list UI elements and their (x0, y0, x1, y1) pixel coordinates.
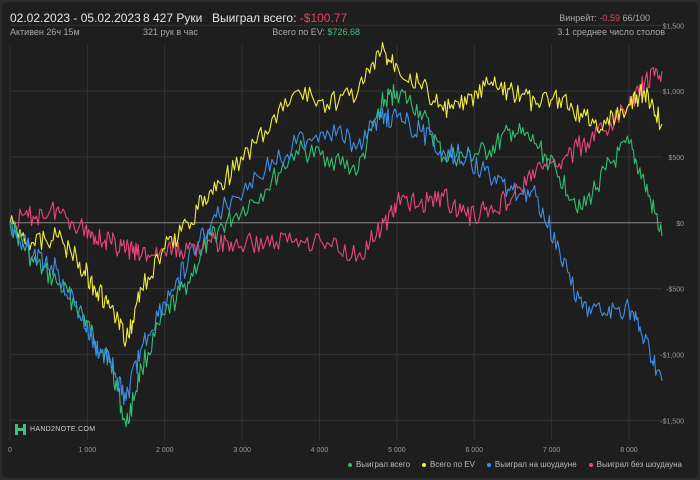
hand2note-logo-text: HAND2NOTE.COM (30, 426, 96, 433)
legend-item-showdown[interactable]: Выиграл на шоудауне (486, 460, 577, 469)
legend: Выиграл всего Всего по EV Выиграл на шоу… (347, 460, 682, 469)
legend-item-ev[interactable]: Всего по EV (422, 460, 475, 469)
legend-dot-ev (422, 462, 427, 467)
series-line-ev (9, 41, 663, 347)
won-total-label: Выиграл всего: (212, 11, 297, 25)
legend-dot-nonshowdown (588, 462, 593, 467)
hands-count: 8 427 Руки (143, 11, 203, 25)
x-tick-label: 0 (8, 447, 12, 454)
hand2note-logo-icon (15, 424, 26, 435)
winrate-value: -0.59 (599, 13, 620, 23)
grid-layer (9, 24, 662, 440)
legend-dot-won (347, 462, 352, 467)
legend-label-won: Выиграл всего (355, 460, 411, 469)
ev-total: Всего по EV: $726.68 (272, 27, 360, 37)
series-layer (9, 41, 663, 428)
hands-per-hour: 321 рук в час (143, 27, 198, 37)
y-tick-label: $1,500 (663, 23, 685, 30)
y-tick-label: $0 (676, 221, 684, 228)
y-tick-label: -$1,500 (660, 418, 684, 425)
series-line-showdown (9, 107, 663, 406)
x-tick-label: 7 000 (543, 447, 561, 454)
y-tick-label: $500 (668, 155, 684, 162)
y-tick-label: -$500 (666, 287, 684, 294)
ev-total-label: Всего по EV: (272, 27, 325, 37)
y-tick-label: $1,000 (663, 89, 685, 96)
tick-labels-layer: 0 1 000 2 000 3 000 4 000 5 000 6 000 7 000 8 00… (8, 23, 684, 454)
date-range: 02.02.2023 - 05.02.2023 (10, 11, 141, 25)
won-total-value: -$100.77 (299, 11, 348, 25)
winrate-label: Винрейт: (559, 13, 597, 23)
ev-total-value: $726.68 (327, 27, 360, 37)
legend-label-ev: Всего по EV (430, 460, 475, 469)
legend-dot-showdown (486, 462, 491, 467)
x-tick-label: 5 000 (388, 447, 406, 454)
x-tick-label: 4 000 (311, 447, 329, 454)
x-tick-label: 2 000 (156, 447, 174, 454)
winrate: Винрейт: -0.59 66/100 (559, 13, 650, 23)
active-time: Активен 26ч 15м (10, 27, 80, 37)
winrate-rest: 66/100 (622, 13, 650, 23)
y-tick-label: -$1,000 (660, 352, 684, 359)
legend-label-showdown: Выиграл на шоудауне (494, 460, 577, 469)
x-tick-label: 1 000 (79, 447, 97, 454)
legend-label-nonshowdown: Выиграл без шоудауна (596, 460, 682, 469)
won-total: Выиграл всего: -$100.77 (212, 11, 347, 25)
avg-tables: 3.1 среднее число столов (557, 27, 665, 37)
x-tick-label: 3 000 (233, 447, 251, 454)
series-line-nonshowdown (9, 66, 663, 262)
legend-item-nonshowdown[interactable]: Выиграл без шоудауна (588, 460, 682, 469)
hand2note-logo: HAND2NOTE.COM (15, 424, 95, 435)
x-tick-label: 8 000 (620, 447, 638, 454)
legend-item-won[interactable]: Выиграл всего (347, 460, 411, 469)
x-tick-label: 6 000 (465, 447, 483, 454)
